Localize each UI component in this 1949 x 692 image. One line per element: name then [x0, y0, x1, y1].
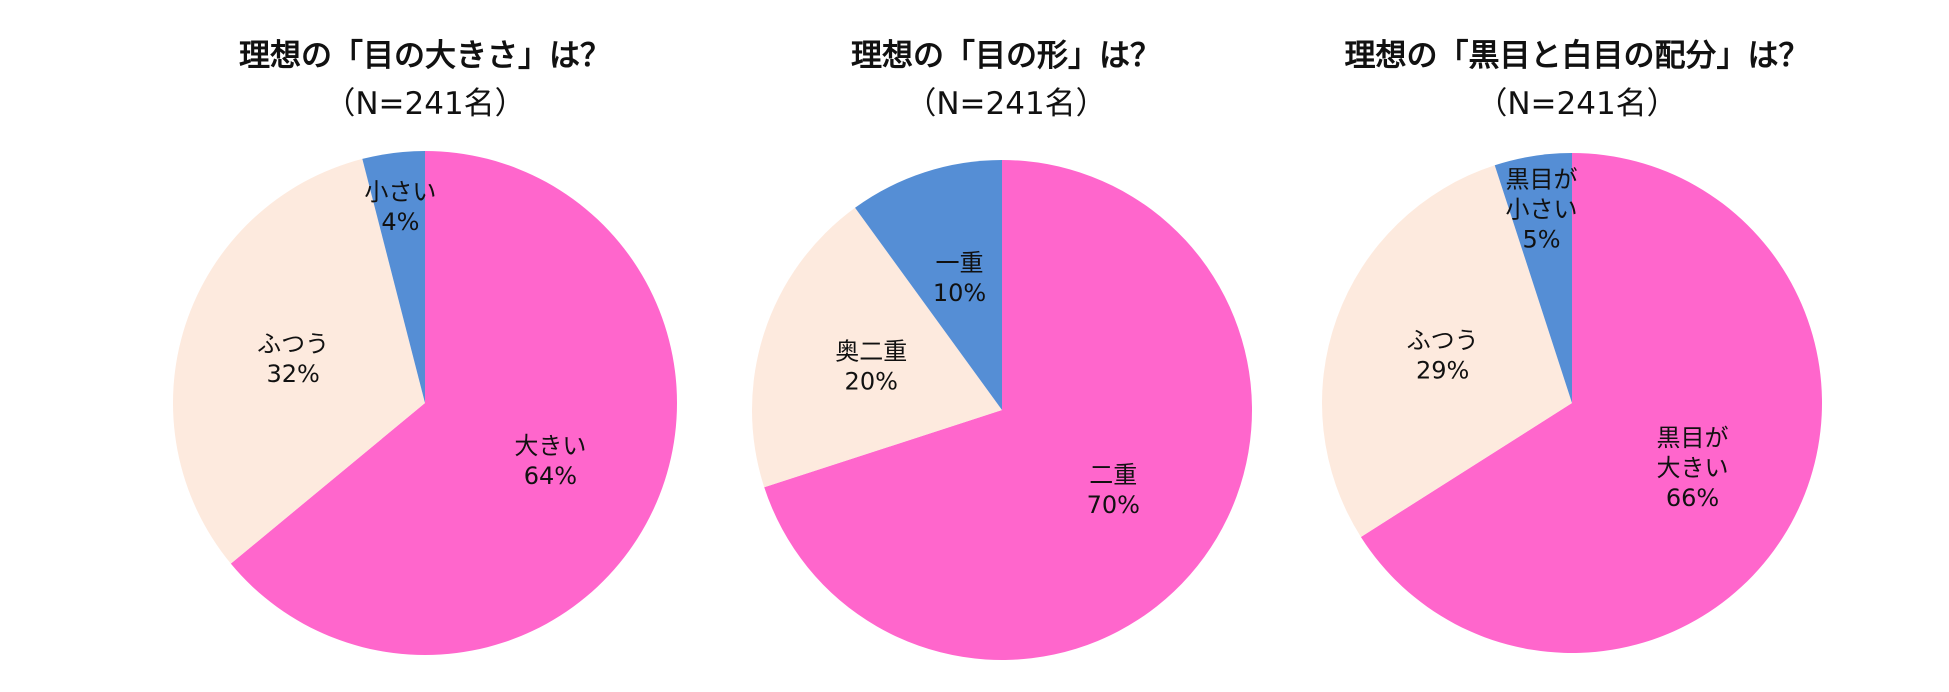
chart-subtitle: （N=241名） [1476, 86, 1678, 122]
chart-iris-ratio: 理想の「黒目と白目の配分」は？ （N=241名） 黒目が 大きい 66% ふつう 29%… [1267, 0, 1887, 692]
pie-slice [362, 151, 425, 403]
chart-title: 理想の「黒目と白目の配分」は？ [1344, 38, 1810, 74]
slice-category-label: 大きい [1656, 454, 1728, 482]
slice-category-label: 黒目が [1656, 424, 1728, 452]
slice-category-label: 小さい [1505, 195, 1577, 223]
pie-slice [1322, 165, 1572, 537]
slice-category-label: 二重 [1089, 461, 1137, 489]
slice-category-label: 大きい [514, 432, 586, 460]
slice-category-label: 一重 [936, 249, 984, 277]
slice-value-label: 32% [267, 360, 320, 388]
chart-eye-size: 理想の「目の大きさ」は？ （N=241名） 大きい 64% ふつう 32% 小さい 4% [115, 0, 735, 692]
pie-slice [855, 160, 1002, 410]
slice-value-label: 64% [524, 462, 577, 490]
slice-value-label: 29% [1416, 356, 1469, 384]
pie-slice [230, 151, 677, 656]
slice-value-label: 70% [1087, 491, 1140, 519]
pie-slice [1360, 153, 1822, 653]
chart-subtitle: （N=241名） [905, 86, 1107, 122]
slice-value-label: 66% [1666, 484, 1719, 512]
slice-value-label: 10% [933, 279, 986, 307]
chart-subtitle: （N=241名） [324, 86, 526, 122]
pie-slice [752, 207, 1002, 488]
pie-slice [764, 160, 1252, 661]
pie-slice [172, 158, 425, 564]
slice-category-label: 奥二重 [835, 338, 907, 366]
slice-category-label: ふつう [1407, 326, 1479, 354]
slice-value-label: 20% [845, 368, 898, 396]
slice-category-label: 小さい [364, 178, 436, 206]
chart-title: 理想の「目の大きさ」は？ [239, 38, 611, 74]
slice-category-label: ふつう [257, 330, 329, 358]
chart-eye-shape: 理想の「目の形」は？ （N=241名） 二重 70% 奥二重 20% 一重 10% [696, 0, 1316, 692]
pie-slice [1494, 153, 1572, 403]
chart-title: 理想の「目の形」は？ [851, 38, 1161, 74]
slice-category-label: 黒目が [1505, 165, 1577, 193]
slice-value-label: 4% [381, 208, 419, 236]
slice-value-label: 5% [1522, 225, 1560, 253]
